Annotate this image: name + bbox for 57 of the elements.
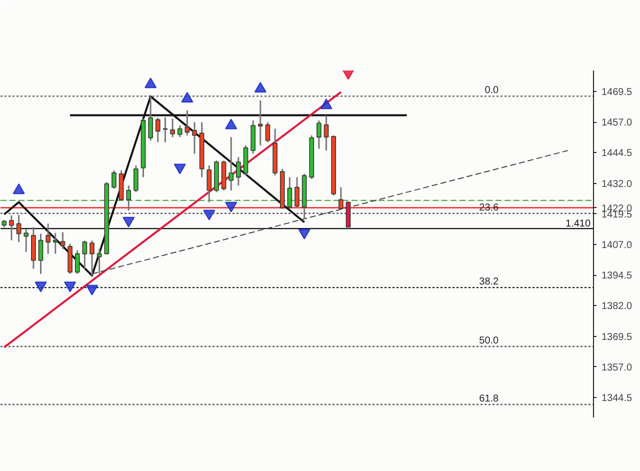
y-tick-label: 1394.5	[602, 270, 633, 282]
candlestick	[206, 164, 212, 203]
candlestick	[90, 240, 94, 276]
point	[298, 228, 310, 240]
point	[64, 282, 76, 292]
annotation: 38.2	[479, 276, 500, 288]
candlestick	[148, 96, 153, 142]
y-tick-label: 1457.0	[602, 118, 633, 129]
point	[122, 216, 135, 228]
candlestick	[155, 116, 160, 143]
y-tick-label: 1444.5	[602, 148, 633, 160]
candlestick	[16, 214, 22, 243]
candlestick	[52, 232, 58, 255]
candlestick	[74, 250, 80, 275]
candlestick	[112, 170, 116, 190]
y-tick-label: 1344.5	[602, 392, 633, 404]
annotation: 0.0	[484, 85, 500, 96]
point	[181, 92, 194, 103]
candlestick	[82, 240, 88, 270]
y-tick-label: 1469.5	[602, 87, 633, 98]
point	[320, 98, 332, 110]
y-tick-label: 1357.0	[602, 362, 633, 374]
candlestick	[184, 110, 190, 136]
annotation: 1.410	[565, 218, 591, 230]
candlestick	[316, 120, 322, 150]
candlestick	[46, 222, 50, 255]
annotation: 61.8	[479, 394, 500, 405]
candlestick	[192, 121, 197, 154]
candlestick	[177, 124, 182, 138]
candlestick	[170, 118, 175, 138]
candlestick	[126, 184, 132, 212]
y-tick-label: 1369.5	[602, 332, 633, 343]
candlestick	[228, 136, 234, 192]
candlestick	[60, 232, 66, 250]
candlestick	[258, 100, 263, 146]
candlestick	[96, 248, 102, 275]
candlestick	[236, 156, 241, 186]
candlestick	[24, 228, 29, 253]
y-tick-label: 1432.0	[602, 178, 633, 190]
candlestick	[134, 164, 138, 193]
point	[34, 282, 47, 292]
candlestick	[265, 121, 270, 143]
candlestick	[287, 176, 292, 210]
point	[203, 210, 216, 220]
y-tick-label: 1382.0	[602, 301, 633, 312]
annotation: 50.0	[479, 336, 500, 347]
candlestick	[9, 214, 14, 242]
candlestick	[38, 232, 44, 275]
point	[225, 202, 238, 212]
point	[225, 118, 238, 130]
candlestick	[324, 114, 329, 152]
y-tick-label: 1407.0	[602, 240, 633, 251]
point	[254, 82, 266, 93]
candlestick	[338, 186, 344, 210]
point	[144, 78, 157, 88]
point	[86, 284, 98, 296]
candlestick	[294, 176, 300, 208]
